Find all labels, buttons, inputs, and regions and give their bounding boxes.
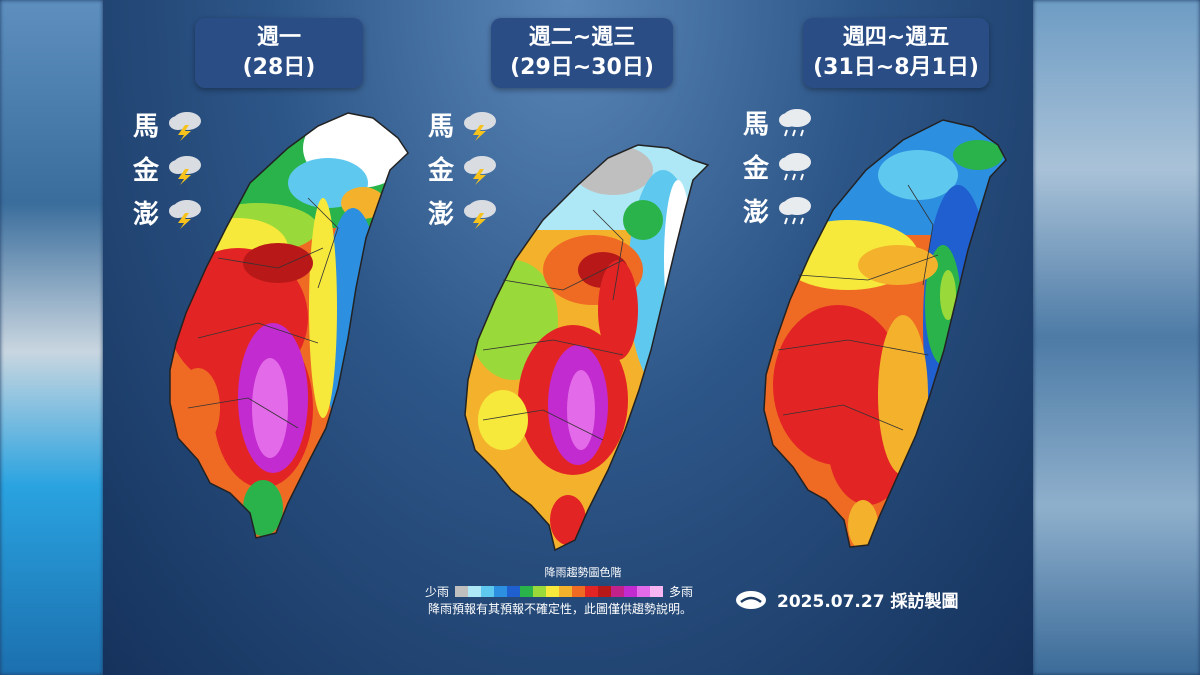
rain-icon (779, 197, 812, 225)
legend-swatch (533, 586, 547, 597)
title-day: 週四~週五 (842, 25, 950, 50)
legend-low-label: 少雨 (425, 585, 450, 599)
rainfall-map-thu-fri (763, 119, 1007, 548)
legend-swatch (637, 586, 651, 597)
thunderstorm-icon (464, 200, 497, 229)
title-thu-fri: 週四~週五 (31日~8月1日) (803, 18, 989, 88)
island-kinmen: 金 (428, 148, 500, 188)
title-date: (29日~30日) (510, 55, 654, 80)
credit-text: 2025.07.27 採訪製圖 (777, 592, 959, 612)
legend-swatch (481, 586, 495, 597)
island-matsu: 馬 (133, 104, 205, 144)
thunderstorm-icon (169, 156, 202, 185)
legend-swatch (611, 586, 625, 597)
thunderstorm-icon (169, 112, 202, 141)
island-matsu: 馬 (428, 104, 500, 144)
legend-scale: 少雨 多雨 (425, 583, 693, 600)
legend-swatch (598, 586, 612, 597)
title-day: 週一 (256, 25, 301, 50)
legend-title: 降雨趨勢圖色階 (544, 566, 622, 579)
title-date: (31日~8月1日) (813, 55, 979, 80)
forecast-panel: 週一 (28日) 週二~週三 (29日~30日) 週四~週五 (31日~8月1日… (103, 0, 1033, 675)
legend-swatch (546, 586, 560, 597)
thunderstorm-icon (464, 156, 497, 185)
rainfall-map-monday (169, 112, 409, 539)
island-kinmen: 金 (133, 148, 205, 188)
legend-swatch (468, 586, 482, 597)
legend-swatch (455, 586, 469, 597)
blurred-background-right (1033, 0, 1200, 675)
cwa-logo-icon (736, 590, 766, 609)
island-penghu: 澎 (428, 192, 500, 232)
island-penghu: 澎 (133, 192, 205, 232)
rainfall-map-tue-wed (464, 144, 710, 552)
legend-swatch (585, 586, 599, 597)
title-monday: 週一 (28日) (195, 18, 363, 88)
credit: 2025.07.27 採訪製圖 (735, 587, 958, 612)
title-tue-wed: 週二~週三 (29日~30日) (491, 18, 673, 88)
island-kinmen: 金 (743, 146, 815, 186)
legend-swatch (572, 586, 586, 597)
rain-icon (779, 109, 812, 137)
legend-color-bar (455, 586, 664, 597)
legend-swatch (559, 586, 573, 597)
legend-swatch (520, 586, 534, 597)
thunderstorm-icon (464, 112, 497, 141)
title-day: 週二~週三 (528, 25, 636, 50)
blurred-background-left (0, 0, 103, 675)
legend-swatch (494, 586, 508, 597)
legend-swatch (650, 586, 664, 597)
island-penghu: 澎 (743, 190, 815, 230)
legend-swatch (624, 586, 638, 597)
legend-swatch (507, 586, 521, 597)
legend-high-label: 多雨 (669, 585, 694, 599)
thunderstorm-icon (169, 200, 202, 229)
title-date: (28日) (242, 55, 316, 80)
legend-note: 降雨預報有其預報不確定性，此圖僅供趨勢說明。 (428, 602, 693, 616)
island-matsu: 馬 (743, 102, 815, 142)
rain-icon (779, 153, 812, 181)
